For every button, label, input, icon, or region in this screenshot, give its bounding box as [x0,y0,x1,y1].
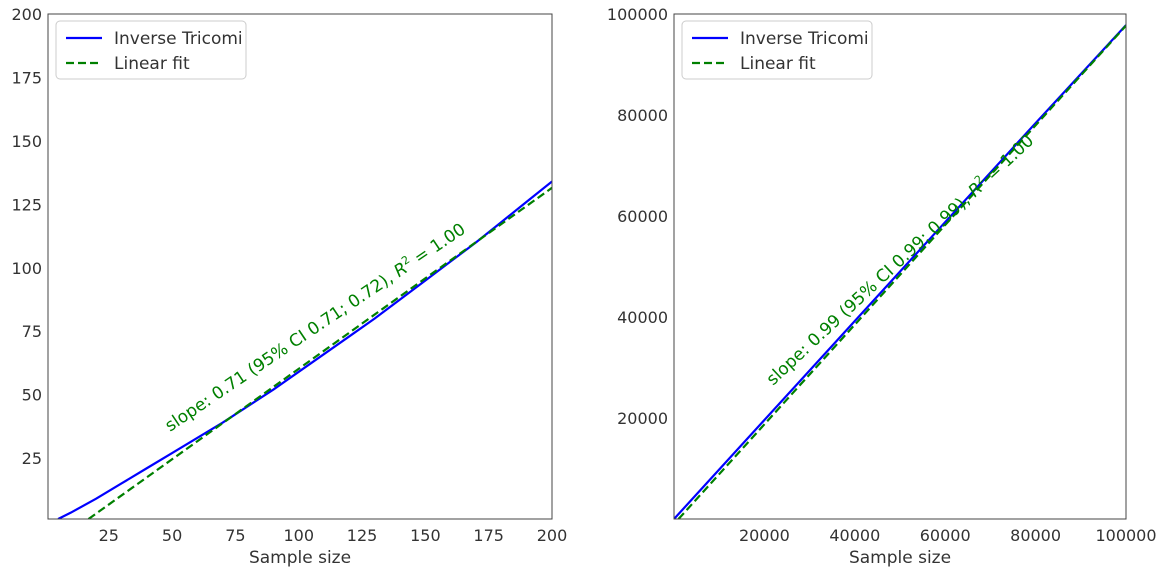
y-tick-label: 40000 [617,308,668,327]
x-tick-label: 100000 [1095,526,1156,545]
legend-box [55,20,247,80]
series-line-inverse-tricomi [674,24,1126,519]
chart-panel-1: 25 50 75 100 125 150 175 200 25 50 75 100 125 150 175 2… [11,5,567,568]
x-tick-label: 150 [410,526,441,545]
y-tick-label: 50 [22,386,42,405]
x-tick-label: 175 [473,526,504,545]
x-axis-label: Sample size [849,548,951,568]
y-tick-label: 150 [11,132,42,151]
plot-frame [673,13,1127,520]
slope-annotation: slope: 0.71 (95% CI 0.71; 0.72), R2 = 1.… [160,218,469,436]
series-line-linear-fit [87,186,552,519]
x-tick-label: 40000 [829,526,880,545]
x-tick-label: 80000 [1010,526,1061,545]
series-line-inverse-tricomi [57,180,552,519]
x-tick-label: 60000 [920,526,971,545]
y-tick-label: 125 [11,195,42,214]
x-tick-label: 50 [162,526,182,545]
x-tick-label: 200 [537,526,568,545]
x-tick-label: 100 [283,526,314,545]
x-tick-label: 125 [347,526,378,545]
legend: Inverse Tricomi Linear fit [55,20,247,80]
x-tick-label: 75 [225,526,245,545]
y-tick-label: 175 [11,68,42,87]
x-tick-label: 20000 [739,526,790,545]
chart-panel-2: 20000 40000 60000 80000 100000 20000 40000 6000… [607,5,1157,568]
y-tick-label: 80000 [617,106,668,125]
plot-frame [47,13,553,520]
y-tick-label: 60000 [617,207,668,226]
y-tick-label: 100 [11,259,42,278]
legend-entry: Inverse Tricomi [740,29,869,49]
legend-box [681,20,873,80]
y-tick-label: 75 [22,322,42,341]
y-tick-label: 25 [22,449,42,468]
legend-entry: Linear fit [740,54,816,74]
y-tick-label: 20000 [617,409,668,428]
legend: Inverse Tricomi Linear fit [681,20,873,80]
x-axis-label: Sample size [249,548,351,568]
y-tick-label: 200 [11,5,42,24]
x-tick-label: 25 [99,526,119,545]
slope-annotation: slope: 0.99 (95% CI 0.99; 0.99), R2 = 1.… [761,130,1038,390]
legend-entry: Inverse Tricomi [114,29,243,49]
series-line-linear-fit [677,24,1126,519]
y-tick-label: 100000 [607,5,668,24]
legend-entry: Linear fit [114,54,190,74]
